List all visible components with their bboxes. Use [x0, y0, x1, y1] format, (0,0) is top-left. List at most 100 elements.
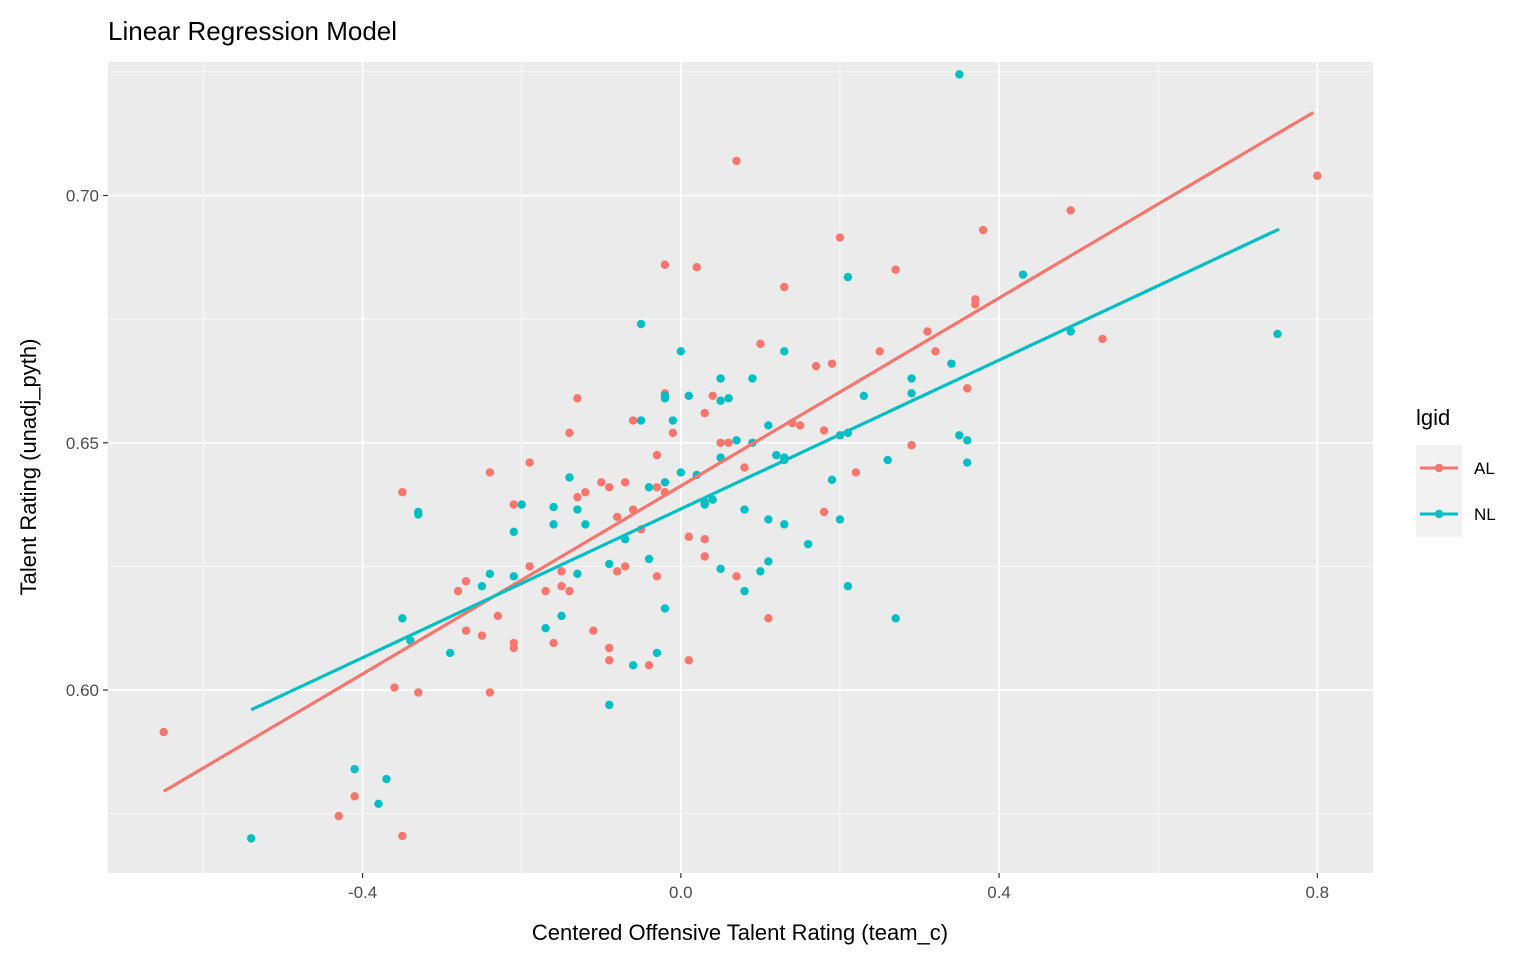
data-point-al	[485, 468, 495, 477]
data-point-nl	[445, 648, 455, 658]
data-point-al	[1098, 334, 1107, 344]
data-point-nl	[581, 520, 590, 529]
data-point-al	[612, 512, 622, 522]
data-point-nl	[1066, 327, 1075, 336]
data-point-nl	[764, 515, 773, 524]
data-point-nl	[660, 391, 670, 400]
data-point-nl	[398, 614, 407, 623]
data-point-al	[811, 361, 821, 371]
legend-title: lgid	[1416, 405, 1450, 430]
data-point-nl	[859, 391, 869, 400]
data-point-al	[660, 260, 670, 269]
data-point-nl	[660, 604, 670, 613]
data-point-nl	[708, 495, 717, 504]
data-point-al	[605, 643, 614, 653]
data-point-al	[1313, 171, 1322, 180]
data-point-al	[875, 347, 884, 356]
data-point-al	[907, 441, 916, 450]
data-point-al	[525, 458, 534, 467]
data-point-nl	[907, 389, 916, 398]
data-point-nl	[374, 799, 383, 808]
y-axis-ticks: 0.60 0.65 0.70	[66, 187, 108, 700]
legend: lgid AL NL	[1416, 405, 1496, 537]
data-point-al	[716, 438, 725, 447]
data-point-nl	[764, 557, 773, 566]
x-tick-label: 0.4	[987, 883, 1011, 902]
data-point-al	[350, 792, 359, 801]
data-point-al	[461, 626, 471, 635]
data-point-al	[819, 426, 829, 435]
data-point-al	[390, 683, 399, 692]
data-point-al	[557, 567, 566, 576]
data-point-nl	[740, 586, 749, 596]
data-point-al	[557, 581, 566, 591]
data-point-al	[700, 408, 709, 418]
data-point-nl	[907, 374, 916, 383]
data-point-al	[612, 567, 622, 576]
data-point-al	[589, 626, 598, 635]
data-point-nl	[891, 614, 900, 623]
data-point-al	[573, 492, 582, 502]
data-point-al	[620, 478, 630, 487]
data-point-nl	[636, 416, 646, 425]
data-point-nl	[636, 319, 646, 329]
x-tick-label: -0.4	[348, 883, 377, 902]
data-point-al	[978, 225, 988, 235]
data-point-nl	[549, 502, 558, 512]
data-point-al	[644, 661, 654, 670]
data-point-al	[851, 468, 861, 477]
legend-point-al	[1434, 463, 1444, 473]
data-point-nl	[414, 510, 423, 519]
x-tick-label: 0.8	[1305, 883, 1329, 902]
data-point-nl	[883, 455, 892, 465]
x-axis-ticks: -0.4 0.0 0.4 0.8	[348, 873, 1329, 902]
data-point-al	[756, 339, 765, 349]
data-point-al	[740, 463, 749, 472]
data-point-al	[708, 391, 717, 400]
data-point-al	[461, 577, 471, 586]
x-axis-title: Centered Offensive Talent Rating (team_c…	[532, 920, 948, 945]
data-point-nl	[517, 500, 526, 509]
data-point-al	[692, 263, 701, 272]
data-point-nl	[740, 505, 749, 514]
data-point-al	[398, 488, 407, 497]
data-point-nl	[780, 520, 789, 529]
data-point-al	[398, 831, 407, 841]
fit-line-nl	[250, 227, 1280, 712]
data-point-nl	[963, 436, 972, 445]
data-point-nl	[676, 347, 686, 356]
data-point-al	[931, 347, 940, 356]
data-point-nl	[573, 569, 582, 579]
data-point-al	[581, 488, 590, 497]
data-point-nl	[827, 475, 837, 485]
data-point-nl	[947, 359, 956, 368]
y-tick-label: 0.65	[66, 434, 99, 453]
data-point-nl	[716, 396, 725, 405]
data-point-nl	[955, 70, 964, 79]
data-point-al	[620, 562, 630, 571]
data-point-nl	[605, 700, 614, 710]
data-point-al	[732, 156, 741, 166]
data-point-al	[334, 811, 343, 821]
data-point-nl	[382, 774, 391, 784]
data-points	[159, 70, 1322, 843]
data-point-nl	[350, 764, 359, 774]
data-point-nl	[843, 272, 853, 282]
data-point-al	[700, 552, 709, 561]
data-point-nl	[1018, 270, 1028, 279]
data-point-nl	[676, 468, 686, 477]
data-point-al	[414, 688, 423, 697]
data-point-al	[652, 483, 662, 492]
data-point-al	[963, 384, 972, 393]
data-point-nl	[247, 834, 256, 843]
data-point-nl	[509, 527, 518, 536]
data-point-al	[724, 438, 733, 447]
data-point-al	[652, 572, 662, 581]
data-point-nl	[756, 567, 765, 576]
data-point-nl	[509, 572, 518, 581]
legend-point-nl	[1434, 509, 1444, 519]
data-point-nl	[835, 515, 845, 524]
regression-lines	[162, 111, 1315, 793]
